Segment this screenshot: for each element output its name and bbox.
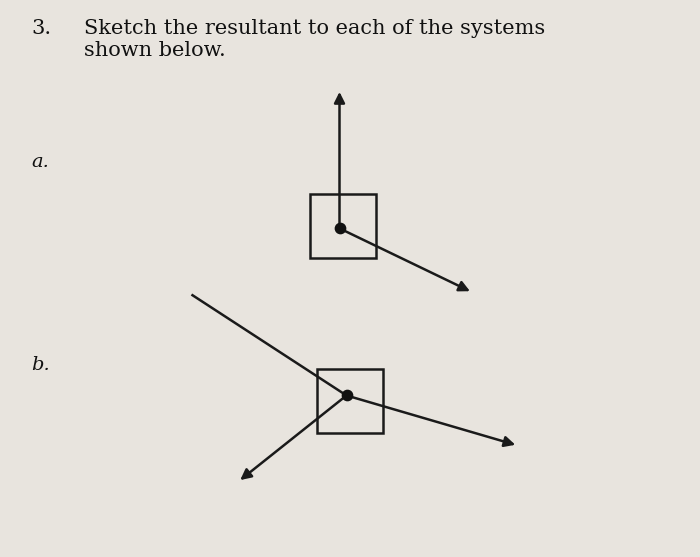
- Bar: [316, 369, 384, 433]
- Bar: [309, 194, 377, 257]
- Point: [334, 224, 345, 233]
- Text: b.: b.: [32, 356, 50, 374]
- Text: Sketch the resultant to each of the systems
shown below.: Sketch the resultant to each of the syst…: [84, 19, 545, 61]
- Text: 3.: 3.: [32, 19, 52, 38]
- Text: a.: a.: [32, 153, 50, 170]
- Point: [341, 391, 352, 400]
